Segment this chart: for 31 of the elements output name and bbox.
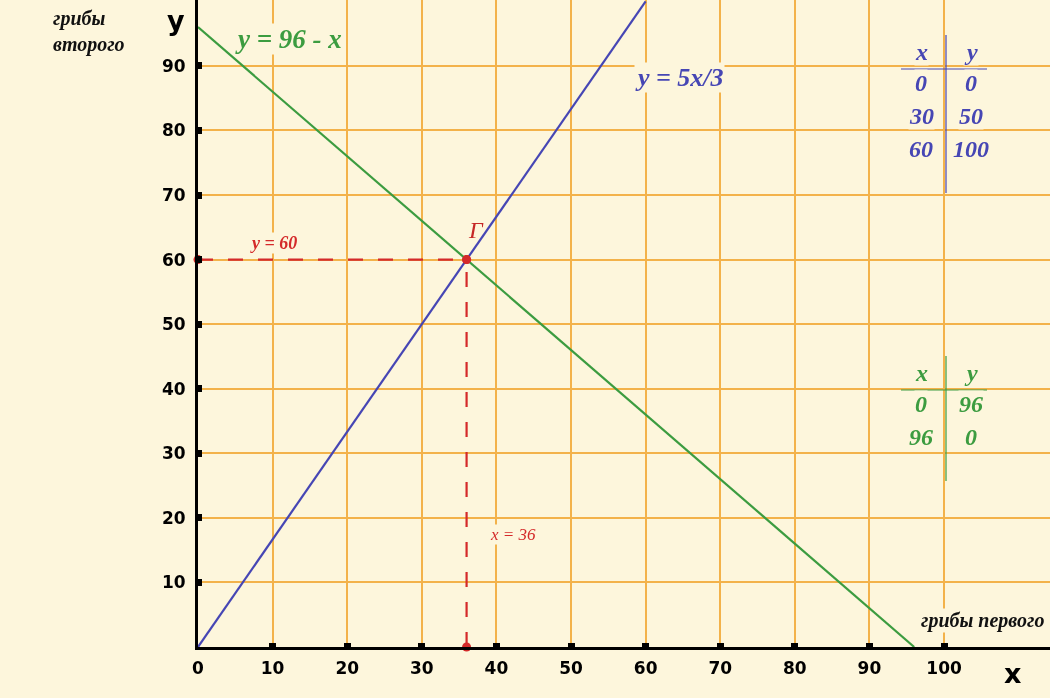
y-tick-label: 70 (161, 184, 186, 205)
x-tick-label: 70 (708, 658, 733, 679)
x-tick-label: 80 (783, 658, 807, 679)
annotation: Γ (468, 217, 484, 243)
x-tick-label: 30 (409, 658, 434, 679)
x-tick-label: 60 (633, 658, 658, 679)
y-tick-label: 40 (161, 378, 186, 399)
text: грибы второго (53, 7, 125, 56)
x-tick-label: 50 (559, 658, 584, 679)
x-tick-label: 10 (260, 658, 285, 679)
y-tick-label: 10 (161, 572, 186, 593)
y-tick-label: 30 (161, 443, 186, 464)
annotation: грибы первого (921, 609, 1045, 632)
text: x y 0 96 96 0 (909, 360, 983, 450)
series-label: x = 36 (490, 525, 537, 544)
y-tick-label: 60 (161, 249, 186, 270)
x-tick-label: 100 (926, 658, 962, 679)
y-tick-label: 20 (161, 507, 186, 528)
y-axis-title: y (167, 5, 185, 36)
y-tick-label: 90 (161, 55, 186, 76)
x-tick-label: 40 (484, 658, 509, 679)
y-tick-label: 80 (161, 120, 186, 141)
x-axis-title: x (1004, 658, 1022, 689)
x-tick-label: 20 (335, 658, 360, 679)
x-tick-label: 90 (857, 658, 882, 679)
series-label: y = 60 (250, 233, 298, 253)
y-tick-label: 50 (161, 314, 186, 335)
series-label: y = 96 - x (235, 24, 342, 54)
x-tick-label: 0 (192, 658, 205, 679)
text: x y 0 0 30 50 60 100 (909, 39, 989, 162)
series-label: y = 5x/3 (635, 63, 724, 92)
